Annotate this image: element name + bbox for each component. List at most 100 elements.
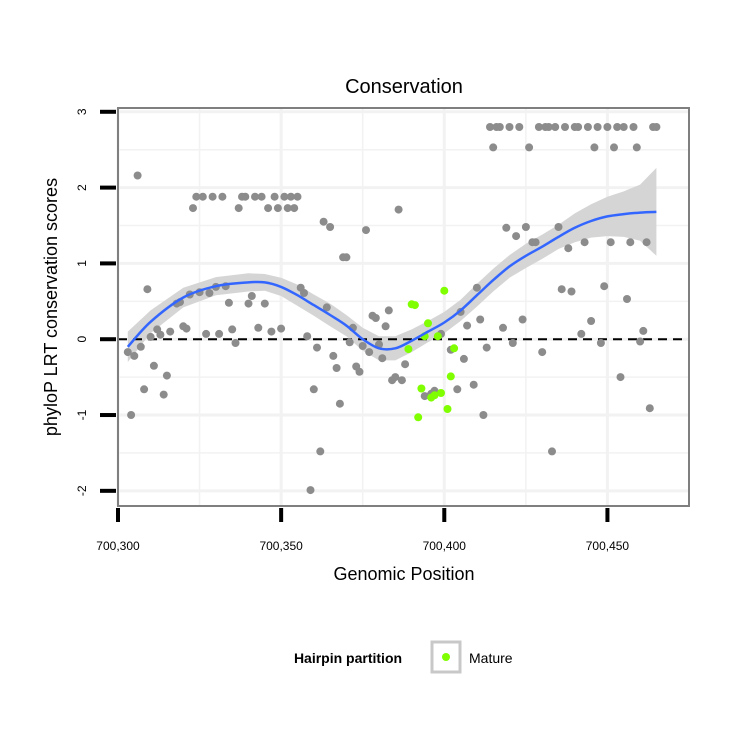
data-point-other — [241, 192, 250, 201]
data-point-other — [300, 289, 308, 297]
data-point-other — [313, 343, 321, 352]
data-point-mature — [414, 413, 423, 422]
legend-title: Hairpin partition — [294, 650, 402, 666]
data-point-other — [525, 143, 534, 152]
data-point-other — [567, 287, 576, 296]
data-point-mature — [440, 286, 449, 295]
data-point-other — [202, 329, 211, 338]
legend-key-mature-point — [442, 653, 450, 661]
data-point-other — [358, 342, 367, 350]
data-point-mature — [430, 391, 439, 400]
data-point-other — [603, 123, 612, 131]
data-point-other — [264, 204, 273, 213]
data-point-other — [149, 361, 158, 370]
x-tick-label: 700,450 — [586, 539, 630, 553]
data-point-other — [495, 123, 504, 131]
points-mature — [404, 286, 459, 422]
data-point-other — [159, 390, 168, 399]
data-point-other — [554, 223, 563, 231]
data-point-other — [629, 123, 638, 131]
data-point-other — [531, 238, 540, 247]
data-point-other — [277, 324, 286, 333]
data-point-other — [593, 123, 602, 131]
data-point-other — [538, 348, 547, 357]
data-point-other — [133, 171, 142, 180]
data-point-other — [283, 204, 292, 213]
data-point-other — [564, 244, 573, 253]
data-point-mature — [450, 344, 459, 353]
data-point-other — [616, 373, 625, 382]
data-point-other — [610, 143, 618, 152]
x-tick-label: 700,350 — [259, 539, 303, 553]
data-point-other — [156, 330, 165, 339]
data-point-other — [218, 192, 227, 201]
data-point-other — [574, 123, 583, 131]
data-point-other — [502, 223, 511, 232]
panel-background — [118, 108, 689, 506]
data-point-other — [316, 447, 325, 456]
data-point-mature — [424, 319, 432, 328]
data-point-mature — [404, 345, 413, 354]
y-tick-label: 0 — [75, 336, 89, 343]
data-point-other — [290, 204, 299, 213]
data-point-other — [548, 447, 556, 456]
plot-panel — [116, 107, 690, 507]
data-point-other — [335, 399, 344, 408]
data-point-other — [123, 348, 132, 357]
data-point-other — [486, 123, 494, 131]
y-tick-label: 2 — [75, 184, 89, 191]
data-point-other — [391, 373, 400, 382]
data-point-other — [420, 392, 429, 401]
data-point-mature — [437, 389, 445, 397]
data-point-other — [384, 306, 393, 315]
data-point-other — [623, 295, 631, 303]
data-point-other — [198, 192, 207, 201]
data-point-other — [508, 339, 517, 347]
data-point-other — [469, 380, 478, 389]
data-point-other — [482, 343, 491, 352]
data-point-other — [606, 238, 615, 247]
data-point-other — [362, 226, 370, 235]
data-point-other — [234, 204, 243, 213]
data-point-other — [365, 348, 374, 357]
data-point-other — [267, 327, 276, 336]
y-tick-label: 3 — [75, 108, 89, 115]
data-point-other — [231, 339, 240, 347]
smooth-fit-line — [126, 210, 657, 351]
data-point-other — [293, 192, 302, 201]
data-point-other — [613, 123, 622, 131]
data-point-other — [561, 123, 569, 131]
data-point-mature — [446, 372, 455, 381]
data-point-other — [228, 325, 237, 334]
data-point-other — [476, 315, 485, 324]
x-axis-title: Genomic Position — [333, 564, 474, 584]
data-point-other — [515, 123, 524, 131]
data-point-mature — [417, 384, 426, 393]
data-point-other — [215, 329, 224, 338]
data-point-other — [639, 326, 648, 335]
data-point-other — [140, 385, 149, 394]
data-point-other — [587, 317, 596, 325]
data-point-other — [626, 238, 635, 247]
x-tick-label: 700,400 — [423, 539, 467, 553]
data-point-other — [472, 283, 481, 292]
panel-border — [117, 107, 690, 507]
points-other — [123, 123, 661, 495]
data-point-other — [512, 232, 521, 241]
data-point-other — [332, 364, 341, 372]
data-point-other — [345, 338, 354, 347]
data-point-other — [642, 238, 651, 247]
data-point-other — [401, 360, 410, 369]
data-point-other — [257, 192, 266, 201]
data-point-other — [544, 123, 553, 131]
smooth-line-group — [126, 210, 657, 351]
data-point-other — [254, 323, 263, 332]
data-point-other — [489, 143, 498, 152]
y-tick-label: -1 — [75, 409, 89, 420]
data-point-other — [208, 192, 217, 201]
data-point-other — [251, 192, 259, 201]
data-point-other — [518, 315, 527, 324]
data-point-other — [453, 385, 462, 394]
data-point-other — [189, 204, 197, 213]
legend: Hairpin partition Mature — [294, 640, 513, 674]
